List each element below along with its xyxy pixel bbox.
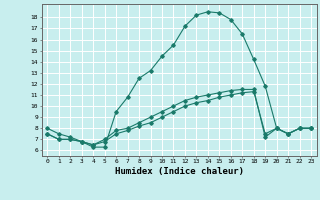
X-axis label: Humidex (Indice chaleur): Humidex (Indice chaleur) <box>115 167 244 176</box>
